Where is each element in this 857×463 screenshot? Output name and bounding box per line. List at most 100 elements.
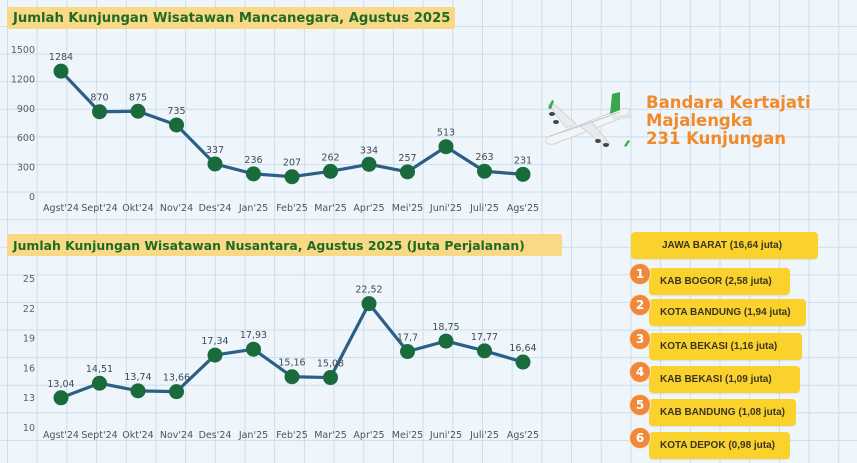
data-point bbox=[130, 103, 146, 119]
data-point bbox=[246, 341, 261, 357]
airport-visits: 231 Kunjungan bbox=[646, 129, 787, 148]
region-pill: KOTA BANDUNG (1,94 juta) bbox=[649, 299, 806, 326]
x-tick-label: Mei'25 bbox=[392, 203, 423, 214]
data-point bbox=[477, 343, 492, 359]
data-point bbox=[130, 383, 146, 399]
data-point bbox=[53, 63, 69, 79]
y-tick-label: 600 bbox=[17, 133, 35, 144]
airport-name-line2: Majalengka bbox=[646, 111, 753, 130]
data-point bbox=[284, 369, 300, 385]
y-tick-label: 16 bbox=[23, 363, 35, 374]
region-pill: KAB BANDUNG (1,08 juta) bbox=[649, 399, 796, 426]
data-point bbox=[323, 163, 338, 179]
region-header-jawa-barat: JAWA BARAT (16,64 juta) bbox=[631, 232, 818, 259]
data-label: 18,75 bbox=[432, 322, 459, 333]
x-tick-label: Apr'25 bbox=[353, 430, 384, 441]
y-tick-label: 25 bbox=[23, 274, 35, 285]
region-header-label: JAWA BARAT (16,64 juta) bbox=[662, 240, 783, 251]
data-point bbox=[207, 156, 223, 172]
region-pill: KAB BOGOR (2,58 juta) bbox=[649, 268, 790, 295]
rank-badge: 4 bbox=[629, 361, 651, 383]
data-point bbox=[284, 169, 300, 185]
x-tick-label: Apr'25 bbox=[353, 203, 384, 214]
x-tick-label: Jan'25 bbox=[238, 203, 268, 214]
x-tick-label: Feb'25 bbox=[276, 430, 308, 441]
y-tick-label: 1500 bbox=[11, 45, 35, 56]
region-pill: KOTA DEPOK (0,98 juta) bbox=[649, 432, 790, 459]
x-tick-label: Ags'25 bbox=[507, 430, 539, 441]
data-point bbox=[477, 163, 492, 179]
data-label: 263 bbox=[475, 152, 493, 163]
airport-info: Bandara Kertajati Majalengka 231 Kunjung… bbox=[646, 94, 811, 148]
data-point bbox=[53, 390, 69, 406]
x-tick-label: Des'24 bbox=[199, 203, 232, 214]
data-point bbox=[438, 139, 454, 155]
data-point bbox=[246, 166, 261, 182]
y-tick-label: 0 bbox=[29, 192, 35, 203]
x-tick-label: Mar'25 bbox=[314, 203, 347, 214]
x-tick-label: Juni'25 bbox=[429, 203, 462, 214]
rank-badge: 6 bbox=[629, 427, 651, 449]
data-label: 17,34 bbox=[201, 336, 228, 347]
data-point bbox=[92, 375, 107, 391]
chart-title-nusantara: Jumlah Kunjungan Wisatawan Nusantara, Ag… bbox=[7, 234, 562, 256]
x-tick-label: Feb'25 bbox=[276, 203, 308, 214]
x-tick-label: Nov'24 bbox=[160, 203, 193, 214]
data-point bbox=[438, 333, 454, 349]
data-label: 231 bbox=[514, 155, 532, 166]
data-label: 337 bbox=[206, 145, 224, 156]
region-label: KOTA BANDUNG (1,94 juta) bbox=[660, 307, 791, 318]
region-label: KOTA BEKASI (1,16 juta) bbox=[660, 341, 778, 352]
data-point bbox=[207, 347, 223, 363]
data-point bbox=[515, 166, 531, 182]
x-tick-label: Mei'25 bbox=[392, 430, 423, 441]
region-label: KAB BEKASI (1,09 juta) bbox=[660, 374, 772, 385]
data-label: 17,93 bbox=[240, 330, 267, 341]
x-tick-label: Jan'25 bbox=[238, 430, 268, 441]
data-label: 15,08 bbox=[317, 359, 344, 370]
y-tick-label: 22 bbox=[23, 304, 35, 315]
data-label: 22,52 bbox=[355, 285, 382, 296]
data-label: 1284 bbox=[49, 52, 73, 63]
data-label: 262 bbox=[321, 152, 339, 163]
data-label: 17,77 bbox=[471, 332, 498, 343]
data-label: 16,64 bbox=[509, 343, 536, 354]
y-tick-label: 300 bbox=[17, 163, 35, 174]
data-label: 13,66 bbox=[163, 373, 190, 384]
region-pill: KAB BEKASI (1,09 juta) bbox=[649, 366, 800, 393]
y-tick-label: 900 bbox=[17, 104, 35, 115]
data-label: 13,74 bbox=[124, 372, 151, 383]
data-point bbox=[169, 117, 184, 133]
chart-title-text: Jumlah Kunjungan Wisatawan Mancanegara, … bbox=[13, 10, 451, 26]
data-label: 17,7 bbox=[397, 333, 418, 344]
y-tick-label: 1200 bbox=[11, 74, 35, 85]
data-label: 257 bbox=[398, 153, 416, 164]
x-tick-label: Sept'24 bbox=[81, 430, 117, 441]
airport-name-line1: Bandara Kertajati bbox=[646, 93, 811, 112]
data-label: 735 bbox=[167, 106, 185, 117]
data-point bbox=[515, 354, 531, 370]
x-tick-label: Ags'25 bbox=[507, 203, 539, 214]
data-point bbox=[361, 296, 377, 312]
region-pill: KOTA BEKASI (1,16 juta) bbox=[649, 333, 802, 360]
x-tick-label: Des'24 bbox=[199, 430, 232, 441]
y-tick-label: 19 bbox=[23, 334, 35, 345]
chart-title-mancanegara: Jumlah Kunjungan Wisatawan Mancanegara, … bbox=[7, 7, 455, 29]
chart-title-text: Jumlah Kunjungan Wisatawan Nusantara, Ag… bbox=[13, 237, 525, 253]
x-tick-label: Sept'24 bbox=[81, 203, 117, 214]
data-point bbox=[400, 344, 415, 360]
data-point bbox=[361, 156, 377, 172]
rank-badge: 5 bbox=[629, 394, 651, 416]
x-tick-label: Nov'24 bbox=[160, 430, 193, 441]
x-tick-label: Okt'24 bbox=[122, 203, 153, 214]
data-label: 513 bbox=[437, 128, 455, 139]
data-label: 334 bbox=[360, 145, 378, 156]
data-point bbox=[400, 164, 415, 180]
y-tick-label: 13 bbox=[23, 393, 35, 404]
y-tick-label: 10 bbox=[23, 423, 35, 434]
data-label: 15,16 bbox=[278, 358, 305, 369]
x-tick-label: Okt'24 bbox=[122, 430, 153, 441]
x-tick-label: Juni'25 bbox=[429, 430, 462, 441]
